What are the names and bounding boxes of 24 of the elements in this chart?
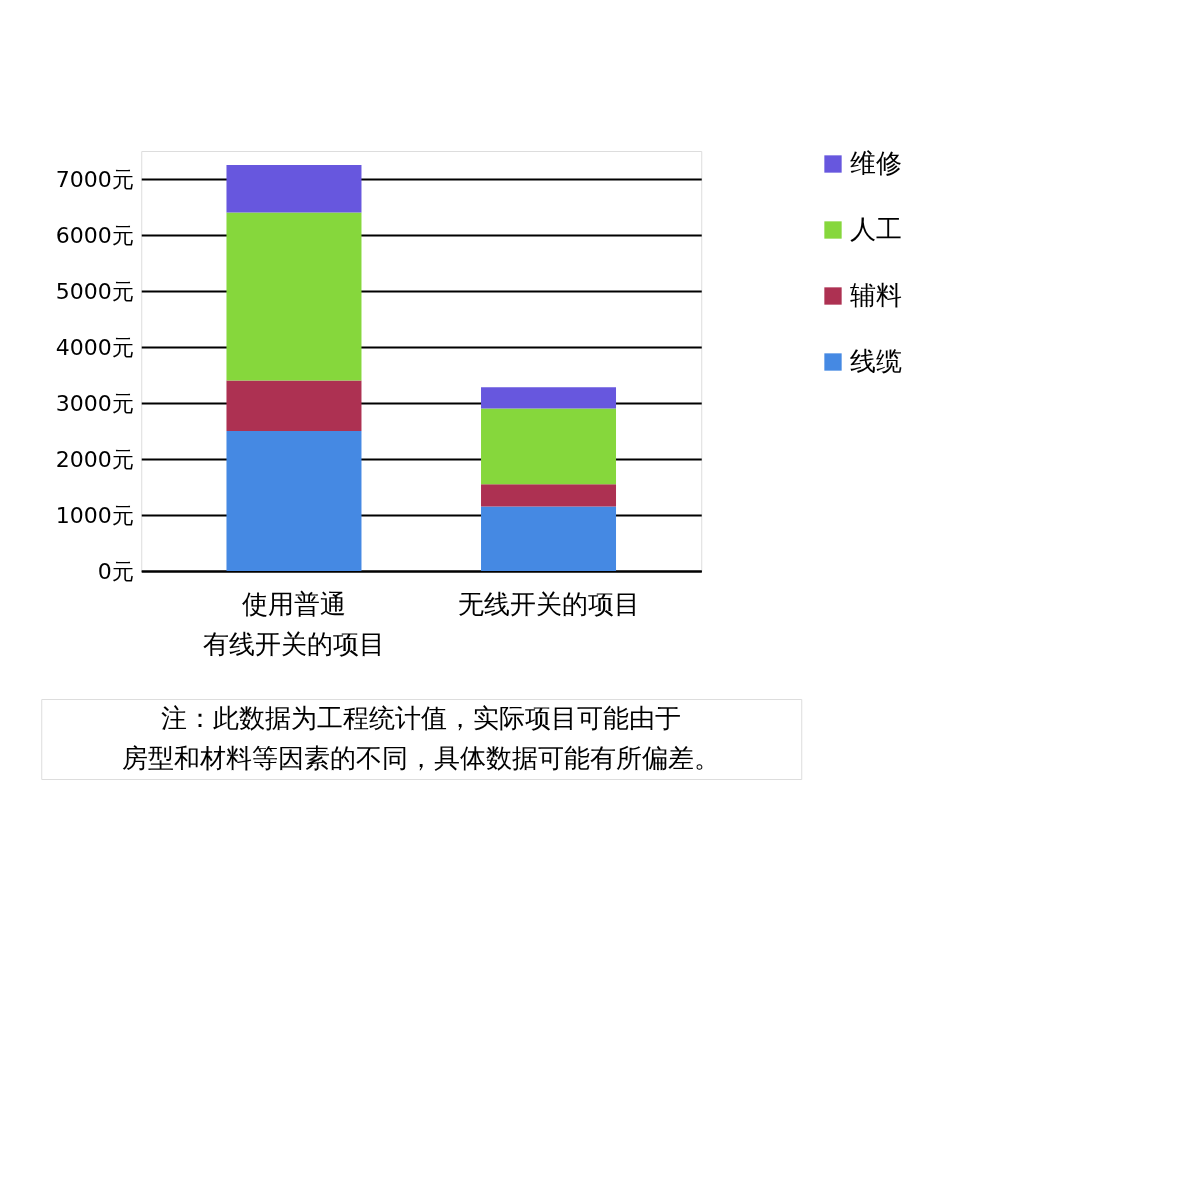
y-tick-label: 3000元 <box>55 390 134 416</box>
y-tick-label: 7000元 <box>55 166 134 192</box>
legend-label: 线缆 <box>850 346 902 376</box>
bar <box>226 165 362 213</box>
x-tick-label: 无线开关的项目 <box>457 588 640 619</box>
bar <box>481 484 617 507</box>
bar <box>226 380 362 431</box>
bar <box>226 431 362 571</box>
legend-label: 辅料 <box>850 280 902 310</box>
y-tick-label: 5000元 <box>55 278 134 304</box>
y-tick-label: 6000元 <box>55 222 134 248</box>
bar <box>226 212 362 381</box>
legend-label: 人工 <box>850 214 902 244</box>
y-tick-label: 0元 <box>97 558 134 584</box>
text: 房型和材料等因素的不同，具体数据可能有所偏差。 <box>122 743 721 773</box>
text: 注：此数据为工程统计值，实际项目可能由于 <box>161 703 682 733</box>
bar <box>481 387 617 409</box>
x-tick-label: 使用普通有线开关的项目 <box>202 588 385 659</box>
legend-label: 维修 <box>850 148 902 178</box>
bar <box>481 506 617 571</box>
y-tick-label: 1000元 <box>55 502 134 528</box>
y-tick-label: 4000元 <box>55 334 134 360</box>
bar <box>481 408 617 485</box>
y-tick-label: 2000元 <box>55 446 134 472</box>
